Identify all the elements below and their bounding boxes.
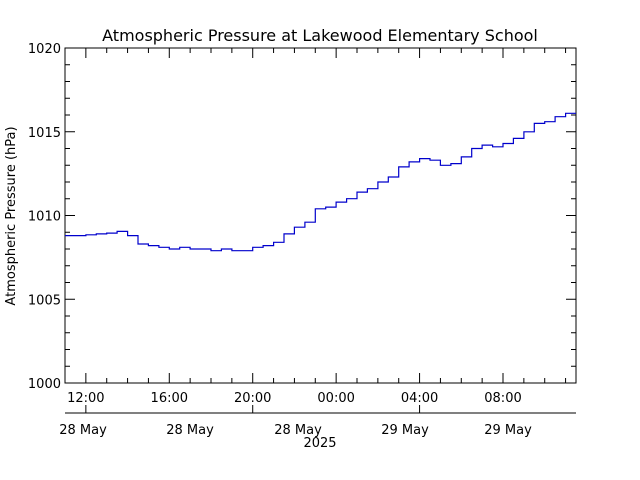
y-tick-label: 1010 [28, 210, 61, 225]
pressure-series-line [65, 112, 576, 252]
date-label: 29 May [381, 423, 429, 438]
y-tick-label: 1020 [28, 42, 61, 57]
date-label: 28 May [59, 423, 107, 438]
year-label: 2025 [303, 436, 336, 451]
x-tick-label: 20:00 [234, 391, 271, 406]
chart-title: Atmospheric Pressure at Lakewood Element… [102, 26, 538, 45]
y-tick-label: 1015 [28, 126, 61, 141]
x-axis-ticks: 12:00 16:00 20:00 00:00 04:00 08:00 [64, 48, 567, 406]
date-label: 28 May [166, 423, 214, 438]
y-tick-label: 1000 [28, 377, 61, 392]
x-tick-label: 12:00 [67, 391, 104, 406]
date-label: 28 May [274, 423, 322, 438]
x-tick-label: 04:00 [401, 391, 438, 406]
x-tick-label: 16:00 [151, 391, 188, 406]
plot-frame [64, 47, 577, 384]
y-tick-label: 1005 [28, 293, 61, 308]
y-axis-label: Atmospheric Pressure (hPa) [4, 126, 19, 305]
x-tick-label: 00:00 [317, 391, 354, 406]
date-axis-ticks: 28 May 28 May 28 May 29 May 29 May [59, 405, 532, 438]
date-label: 29 May [484, 423, 532, 438]
y-axis-ticks: 1000 1005 1010 1015 1020 [28, 42, 576, 392]
x-tick-label: 08:00 [484, 391, 521, 406]
